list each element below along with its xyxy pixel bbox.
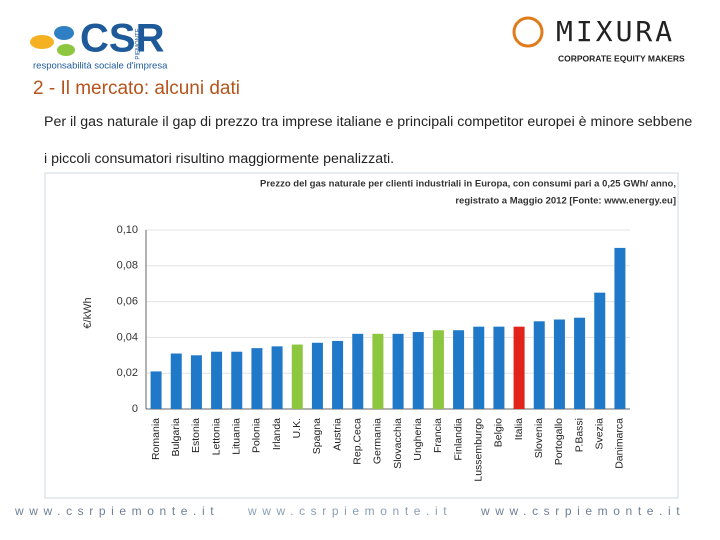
x-tick-label: Austria — [331, 418, 343, 451]
bar — [574, 317, 586, 409]
bar — [553, 319, 565, 409]
footer-link: www.csrpiemonte.it — [247, 504, 452, 518]
x-tick-label: Irlanda — [271, 418, 283, 450]
bar — [170, 353, 182, 409]
x-tick-label: Lituania — [231, 418, 243, 455]
logo-shape — [512, 16, 544, 48]
bar — [352, 333, 364, 409]
x-tick-label: Bulgaria — [170, 418, 182, 457]
bar — [332, 340, 344, 409]
logo-tagline: responsabilità sociale d'impresa — [33, 61, 168, 72]
logo-shape — [57, 44, 75, 56]
y-tick-label: 0,08 — [117, 260, 138, 272]
x-tick-label: Romania — [150, 418, 162, 460]
x-tick-label: Slovacchia — [392, 418, 404, 469]
bar — [453, 330, 465, 409]
bar — [251, 348, 263, 409]
bar — [432, 330, 444, 409]
logo-shape — [54, 26, 74, 40]
bar — [533, 321, 545, 409]
y-tick-label: 0,10 — [117, 224, 138, 236]
bar — [311, 342, 323, 409]
x-tick-label: Estonia — [190, 418, 202, 453]
bar — [211, 351, 223, 409]
y-tick-label: 0 — [132, 403, 138, 415]
bar — [271, 346, 283, 409]
footer: www.csrpiemonte.it www.csrpiemonte.it www.… — [14, 504, 685, 518]
y-tick-label: 0,06 — [117, 296, 138, 308]
x-tick-label: Portogallo — [553, 418, 565, 465]
x-tick-label: Germania — [372, 418, 384, 464]
x-tick-label: P.Bassi — [573, 418, 585, 452]
slide-title: 2 - Il mercato: alcuni dati — [33, 78, 240, 99]
bar — [594, 292, 606, 409]
logos: CSR PIEMONTE responsabilità sociale d'im… — [30, 15, 685, 72]
y-tick-label: 0,02 — [117, 367, 138, 379]
bar — [493, 326, 505, 409]
bar — [513, 326, 525, 409]
x-tick-label: Polonia — [251, 418, 263, 453]
x-tick-label: Lussemburgo — [473, 418, 485, 482]
y-axis-label: €/kWh — [82, 297, 94, 328]
x-tick-label: Ungheria — [412, 418, 424, 461]
bar — [473, 326, 485, 409]
x-tick-label: Belgio — [493, 418, 505, 447]
logo-region: PIEMONTE — [136, 28, 142, 59]
logo-name: MIXURA — [556, 15, 675, 48]
chart-subtitle: registrato a Maggio 2012 [Fonte: www.ene… — [455, 196, 676, 207]
slide-text: Per il gas naturale il gap di prezzo tra… — [44, 114, 693, 167]
bar — [392, 333, 404, 409]
bar — [614, 247, 626, 409]
bar — [190, 355, 202, 409]
logo-tagline: CORPORATE EQUITY MAKERS — [558, 53, 685, 63]
y-tick-label: 0,04 — [117, 331, 138, 343]
logo-shape — [30, 35, 54, 49]
x-tick-label: Spagna — [311, 418, 323, 454]
x-tick-label: Italia — [513, 418, 525, 440]
chart-title: Prezzo del gas naturale per clienti indu… — [260, 179, 676, 190]
x-tick-label: Francia — [432, 418, 444, 453]
footer-link: www.csrpiemonte.it — [14, 504, 219, 518]
x-tick-label: Svezia — [594, 418, 606, 450]
bar — [150, 371, 162, 409]
x-tick-label: U.K. — [291, 418, 303, 438]
bar — [412, 332, 424, 409]
bar — [231, 351, 243, 409]
x-tick-label: Rep.Ceca — [352, 418, 364, 465]
x-tick-label: Lettonia — [210, 418, 222, 456]
x-tick-label: Slovenia — [533, 418, 545, 458]
x-tick-label: Danimarca — [614, 418, 626, 469]
footer-link: www.csrpiemonte.it — [480, 504, 685, 518]
bar — [372, 333, 384, 409]
logo-name: CSR — [80, 17, 165, 61]
bar — [291, 344, 303, 409]
x-tick-label: Finlandia — [452, 418, 464, 461]
